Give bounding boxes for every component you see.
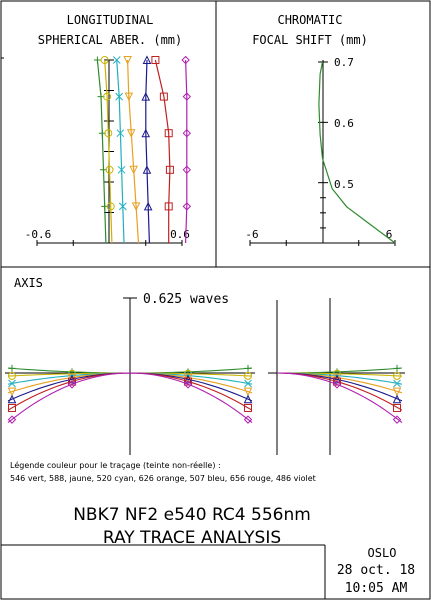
opd-right-marker-588: [393, 371, 401, 380]
opd-right-marker-507: [332, 374, 342, 384]
opd-right-marker-656: [333, 377, 341, 386]
lsa-series-486: [185, 59, 188, 244]
lsa-marker-507: [141, 91, 151, 101]
lsa-marker-626: [123, 56, 132, 65]
cfs-y-tick-label-0.6: 0.6: [334, 117, 354, 130]
opd-series: [7, 364, 403, 424]
opd-left-marker-486: [243, 415, 253, 424]
lsa-marker-656: [159, 92, 168, 101]
opd-right-marker-656: [393, 403, 401, 412]
cfs-tick-label-min: -6: [245, 228, 258, 241]
opd-right-marker-626: [392, 387, 402, 397]
lsa-marker-588: [105, 165, 114, 174]
lsa-series-656: [154, 59, 171, 243]
lsa-series-626: [127, 59, 140, 244]
lsa-marker-588: [100, 56, 109, 64]
lsa-marker-486: [181, 55, 190, 65]
lsa-marker-588: [103, 92, 112, 101]
opd-right-marker-520: [393, 379, 401, 388]
lsa-tick-label-min: -0.6: [25, 228, 52, 241]
program-name: OSLO: [368, 546, 397, 560]
lsa-marker-486: [182, 202, 192, 211]
legend-line2: 546 vert, 588, jaune, 520 cyan, 626 oran…: [10, 474, 316, 483]
opd-left-marker-656: [244, 403, 252, 412]
lsa-marker-507: [141, 128, 151, 138]
lsa-series-520: [116, 59, 125, 244]
cfs-series: [318, 61, 396, 244]
lsa-series: [93, 55, 192, 244]
lsa-marker-546: [93, 56, 101, 64]
lsa-marker-588: [104, 129, 113, 138]
opd-right-marker-486: [392, 415, 402, 424]
lsa-marker-626: [126, 129, 136, 138]
lsa-title-line2: SPHERICAL ABER. (mm): [38, 33, 183, 47]
opd-left-marker-486: [67, 380, 77, 389]
time-stamp: 10:05 AM: [345, 581, 408, 596]
lsa-series-546: [96, 59, 107, 244]
lsa-marker-656: [151, 56, 160, 64]
date-stamp: 28 oct. 18: [337, 563, 415, 578]
lsa-marker-520: [112, 56, 121, 64]
opd-right-marker-546: [393, 364, 401, 372]
opd-left-marker-588: [8, 371, 16, 380]
opd-left-marker-656: [68, 377, 76, 386]
lsa-marker-588: [106, 202, 115, 211]
opd-left-marker-520: [244, 379, 252, 388]
cfs-y-tick-label-0.7: 0.7: [334, 56, 354, 69]
lsa-marker-507: [142, 165, 152, 174]
cfs-series-focal shift: [318, 61, 396, 244]
opd-left-marker-507: [7, 394, 17, 404]
lsa-marker-656: [164, 202, 173, 211]
opd-left-marker-626: [243, 387, 253, 397]
opd-left-marker-486: [183, 380, 193, 389]
waves-label: 0.625 waves: [143, 292, 229, 307]
cfs-y-tick-label-0.5: 0.5: [334, 178, 354, 191]
lsa-title-line1: LONGITUDINAL: [67, 13, 154, 27]
lsa-ticks: [36, 59, 183, 246]
lsa-marker-520: [117, 165, 126, 174]
lsa-marker-656: [165, 165, 174, 174]
lsa-plot: -0.6 0.6: [25, 55, 192, 246]
lsa-series-507: [145, 59, 150, 244]
lsa-marker-626: [131, 202, 141, 212]
analysis-title: RAY TRACE ANALYSIS: [103, 528, 281, 548]
opd-left-marker-507: [183, 374, 193, 384]
lsa-marker-520: [118, 202, 127, 211]
lsa-marker-626: [124, 92, 134, 102]
lsa-marker-520: [116, 129, 125, 138]
opd-left-marker-507: [243, 394, 253, 404]
legend-line1: Légende couleur pour le traçage (teinte …: [10, 460, 221, 470]
axis-label: AXIS: [14, 276, 43, 290]
opd-left-marker-520: [8, 379, 16, 388]
opd-left-marker-656: [8, 403, 16, 412]
lsa-tick-label-max: 0.6: [170, 228, 190, 241]
lsa-marker-626: [129, 165, 138, 175]
opd-left-marker-507: [67, 374, 77, 384]
opd-left-series-486: [7, 372, 253, 424]
cfs-title-line2: FOCAL SHIFT (mm): [252, 33, 368, 47]
opd-left-marker-546: [244, 364, 252, 372]
lens-description: NBK7 NF2 e540 RC4 556nm: [73, 505, 311, 525]
lsa-marker-656: [164, 129, 173, 138]
lsa-marker-486: [182, 92, 192, 101]
opd-left-marker-546: [8, 364, 16, 372]
opd-left-marker-486: [7, 415, 17, 424]
lsa-marker-507: [143, 201, 153, 211]
lsa-marker-486: [182, 165, 192, 175]
opd-left-marker-656: [184, 377, 192, 386]
opd-left-marker-588: [244, 371, 252, 380]
opd-right-marker-507: [392, 394, 402, 404]
cfs-title-line1: CHROMATIC: [277, 13, 342, 27]
opd-right-marker-486: [332, 380, 342, 389]
cfs-plot: -6 6 0.5 0.6 0.7: [245, 56, 396, 246]
lsa-marker-486: [182, 128, 192, 138]
lsa-marker-507: [142, 55, 152, 64]
cfs-tick-label-max: 6: [386, 228, 393, 241]
opd-left-marker-626: [7, 387, 17, 397]
lsa-series-588: [104, 59, 113, 244]
lsa-marker-520: [115, 92, 124, 101]
